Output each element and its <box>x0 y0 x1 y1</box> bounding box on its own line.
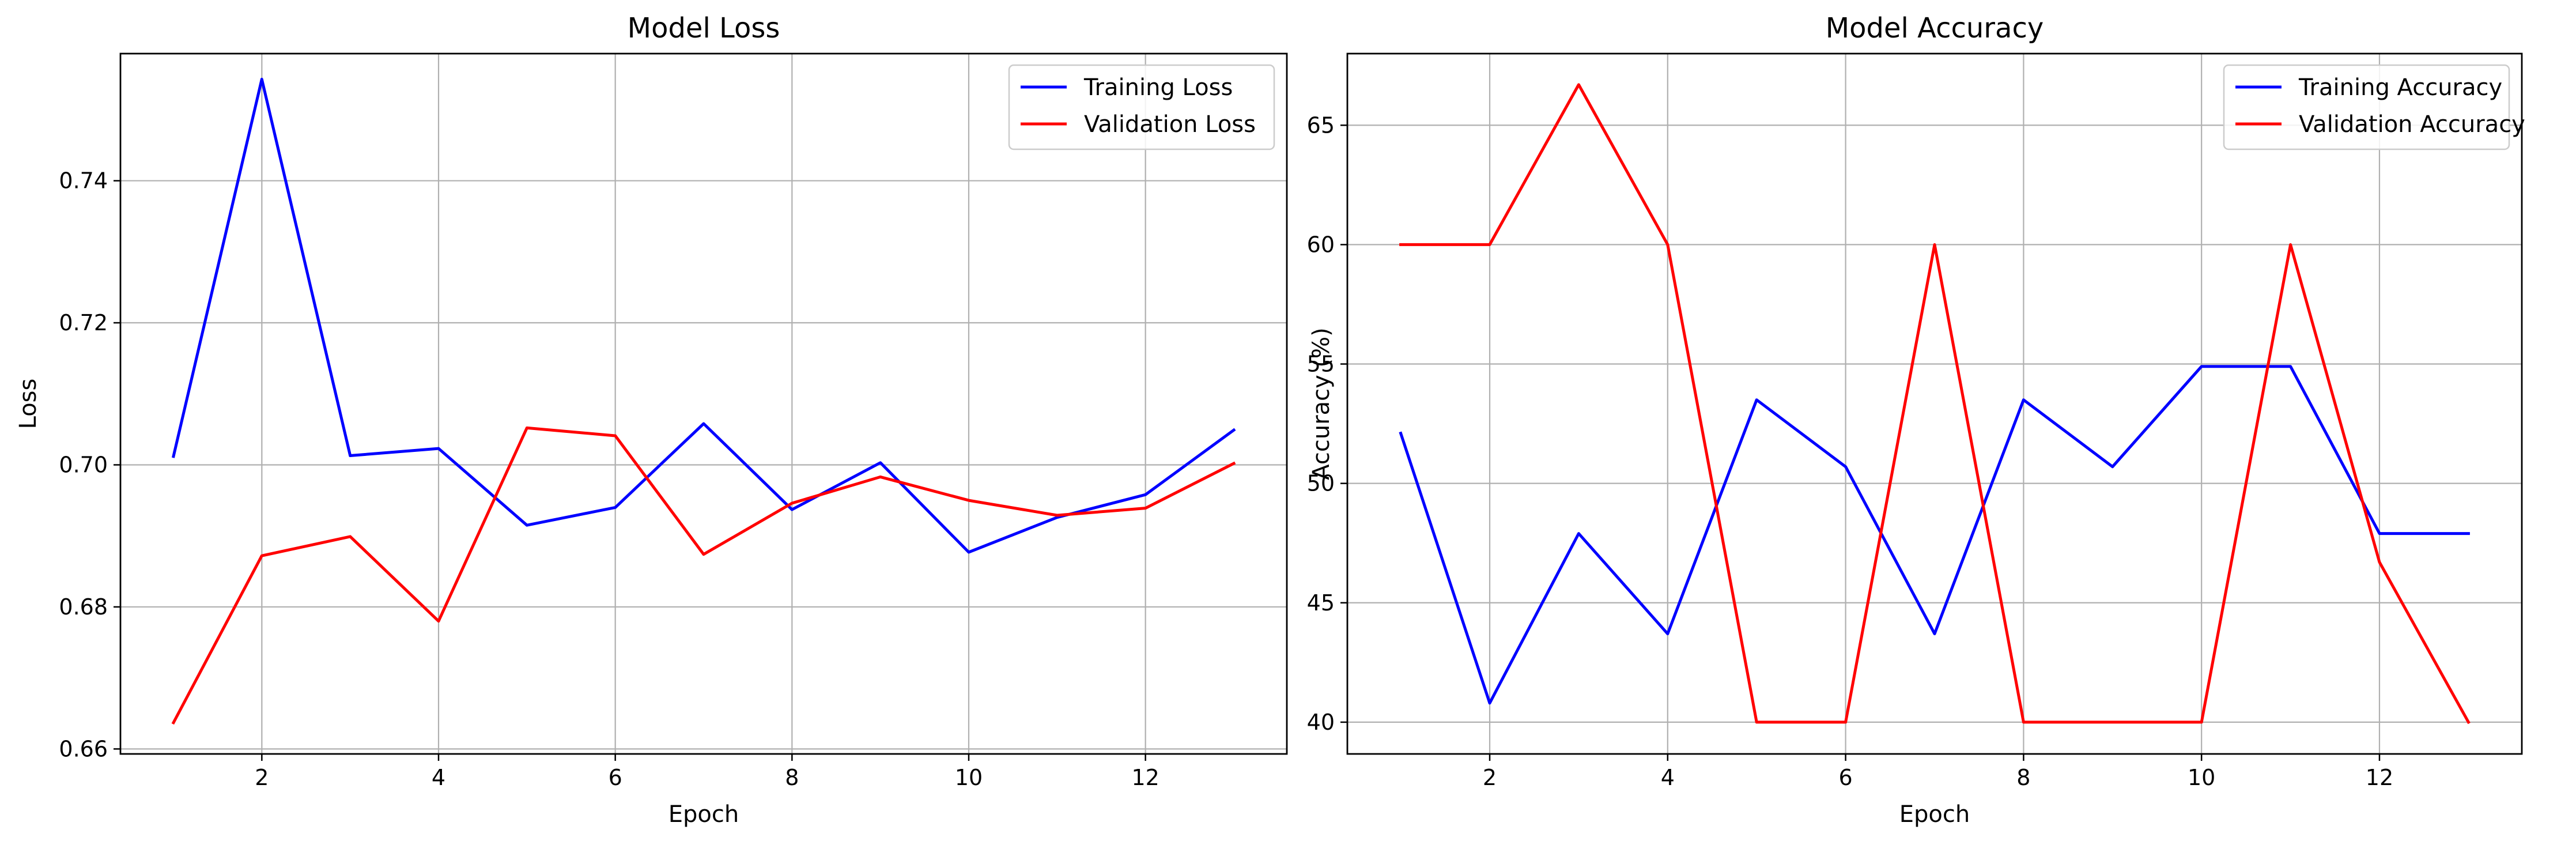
loss-xtick-label: 10 <box>955 765 983 790</box>
loss-series-line-training <box>171 77 1236 554</box>
loss-x-axis-label: Epoch <box>668 801 739 828</box>
loss-ytick-label: 0.70 <box>59 452 108 477</box>
acc-xtick-label: 4 <box>1661 765 1675 790</box>
acc-ytick-label: 55 <box>1307 352 1335 377</box>
acc-x-axis-label: Epoch <box>1899 801 1970 828</box>
loss-legend-label: Training Loss <box>1083 74 1233 101</box>
acc-ytick-label: 50 <box>1307 471 1335 496</box>
acc-series-line-validation <box>1399 83 2471 725</box>
loss-xtick-label: 4 <box>432 765 445 790</box>
loss-ytick-label: 0.66 <box>59 736 108 761</box>
loss-ytick-label: 0.72 <box>59 310 108 335</box>
loss-legend-box <box>1008 64 1275 150</box>
loss-legend-label: Validation Loss <box>1084 111 1256 138</box>
acc-chart: 2 4 6 8 10 12 40 45 50 55 60 65 Model Accuracy Epoch A… <box>1307 12 2525 828</box>
loss-series-line-validation <box>171 426 1236 725</box>
loss-ytick-label: 0.68 <box>59 594 108 620</box>
loss-xtick-label: 2 <box>255 765 269 790</box>
acc-legend-label: Validation Accuracy <box>2299 111 2525 138</box>
loss-y-axis-label: Loss <box>15 379 41 429</box>
acc-xtick-label: 10 <box>2188 765 2215 790</box>
loss-plot-frame <box>119 52 1288 755</box>
loss-xtick-label: 6 <box>609 765 622 790</box>
loss-ytick-label: 0.74 <box>59 168 108 194</box>
loss-xtick-label: 12 <box>1131 765 1159 790</box>
acc-chart-title: Model Accuracy <box>1826 12 2044 44</box>
loss-chart: 2 4 6 8 10 12 0.66 0.68 0.70 0.72 0.74 Model Loss Ep… <box>15 12 1288 828</box>
loss-chart-title: Model Loss <box>628 12 780 44</box>
acc-ytick-label: 40 <box>1307 710 1335 735</box>
acc-legend-label: Training Accuracy <box>2298 74 2502 101</box>
acc-xtick-label: 6 <box>1839 765 1853 790</box>
acc-xtick-label: 12 <box>2366 765 2393 790</box>
acc-xtick-label: 8 <box>2016 765 2030 790</box>
acc-xtick-label: 2 <box>1483 765 1497 790</box>
acc-series-line-training <box>1399 365 2470 705</box>
acc-ytick-label: 60 <box>1307 232 1335 257</box>
loss-xtick-label: 8 <box>785 765 799 790</box>
acc-ytick-label: 65 <box>1307 112 1335 138</box>
acc-ytick-label: 45 <box>1307 590 1335 616</box>
acc-legend-box <box>2223 64 2510 150</box>
acc-plot-frame <box>1346 52 2523 755</box>
acc-y-axis-label: Accuracy (%) <box>1308 327 1335 480</box>
loss-legend: Training Loss Validation Loss <box>1008 64 1275 150</box>
acc-legend: Training Accuracy Validation Accuracy <box>2223 64 2525 150</box>
